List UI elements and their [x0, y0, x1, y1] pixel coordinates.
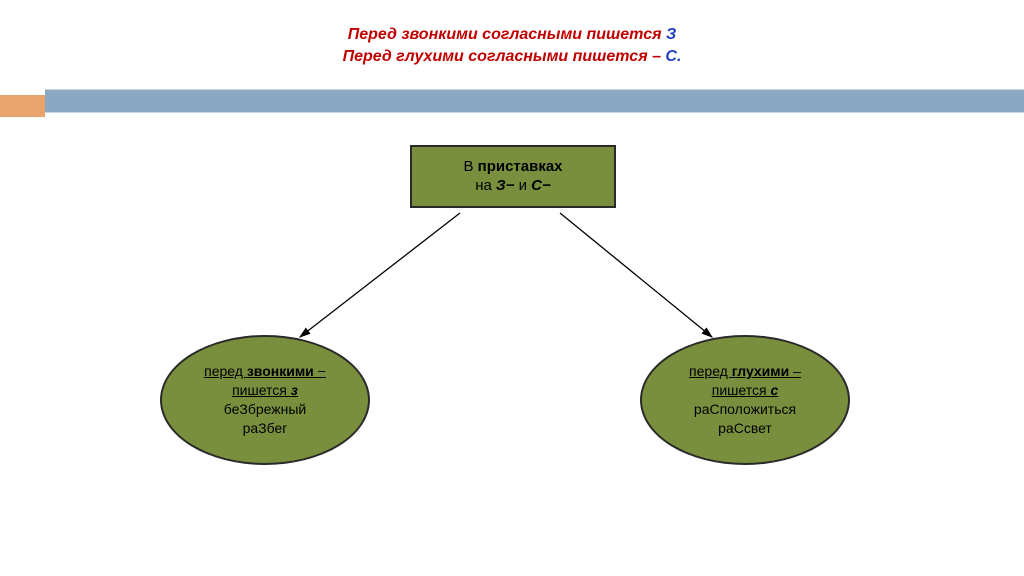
arrow-left	[300, 213, 460, 337]
left-node: перед звонкими − пишется з беЗбрежный ра…	[160, 335, 370, 465]
title-line-2: Перед глухими согласными пишется – С.	[0, 46, 1024, 68]
left-rule-dash: −	[314, 363, 326, 379]
right-rule-line1: перед глухими –	[689, 363, 801, 379]
title-line1-text: Перед звонкими согласными пишется	[348, 26, 666, 43]
left-node-content: перед звонкими − пишется з беЗбрежный ра…	[204, 362, 326, 438]
right-rule-dash: –	[789, 363, 801, 379]
right-rule2-pre: пишется	[712, 382, 771, 398]
left-rule-line2: пишется з	[232, 382, 298, 398]
diagram: В приставках на З− и С− перед звонкими −…	[0, 115, 1024, 535]
root-line1: В приставках	[418, 157, 608, 177]
left-example-2: раЗбег	[243, 420, 288, 436]
right-rule-bold: глухими	[732, 363, 790, 379]
title-line1-letter: З	[666, 26, 676, 43]
right-rule-line2: пишется с	[712, 382, 778, 398]
left-rule2-pre: пишется	[232, 382, 291, 398]
root-line2-s: С−	[531, 177, 551, 194]
right-example-1: раСположиться	[694, 401, 796, 417]
right-example-2: раСсвет	[718, 420, 772, 436]
divider-bar-main	[45, 89, 1024, 113]
right-rule-pre: перед	[689, 363, 732, 379]
slide-title: Перед звонкими согласными пишется З Пере…	[0, 0, 1024, 69]
right-rule2-letter: с	[770, 382, 778, 398]
left-rule-line1: перед звонкими −	[204, 363, 326, 379]
divider-bar-tab	[0, 95, 45, 117]
left-example-1: беЗбрежный	[224, 401, 307, 417]
title-line-1: Перед звонкими согласными пишется З	[0, 24, 1024, 46]
root-line1-pre: В	[463, 158, 477, 175]
right-node: перед глухими – пишется с раСположиться …	[640, 335, 850, 465]
divider-bar	[0, 89, 1024, 115]
left-rule-pre: перед	[204, 363, 247, 379]
root-line2-z: З−	[496, 177, 514, 194]
root-line2: на З− и С−	[418, 176, 608, 196]
root-line2-pre: на	[475, 177, 496, 194]
left-rule-bold: звонкими	[247, 363, 314, 379]
left-rule2-letter: з	[291, 382, 298, 398]
title-line2-letter: С.	[665, 48, 681, 65]
arrow-right	[560, 213, 712, 337]
root-line1-bold: приставках	[478, 158, 563, 175]
root-line2-mid: и	[514, 177, 531, 194]
root-node: В приставках на З− и С−	[410, 145, 616, 208]
right-node-content: перед глухими – пишется с раСположиться …	[689, 362, 801, 438]
title-line2-text: Перед глухими согласными пишется –	[343, 48, 666, 65]
